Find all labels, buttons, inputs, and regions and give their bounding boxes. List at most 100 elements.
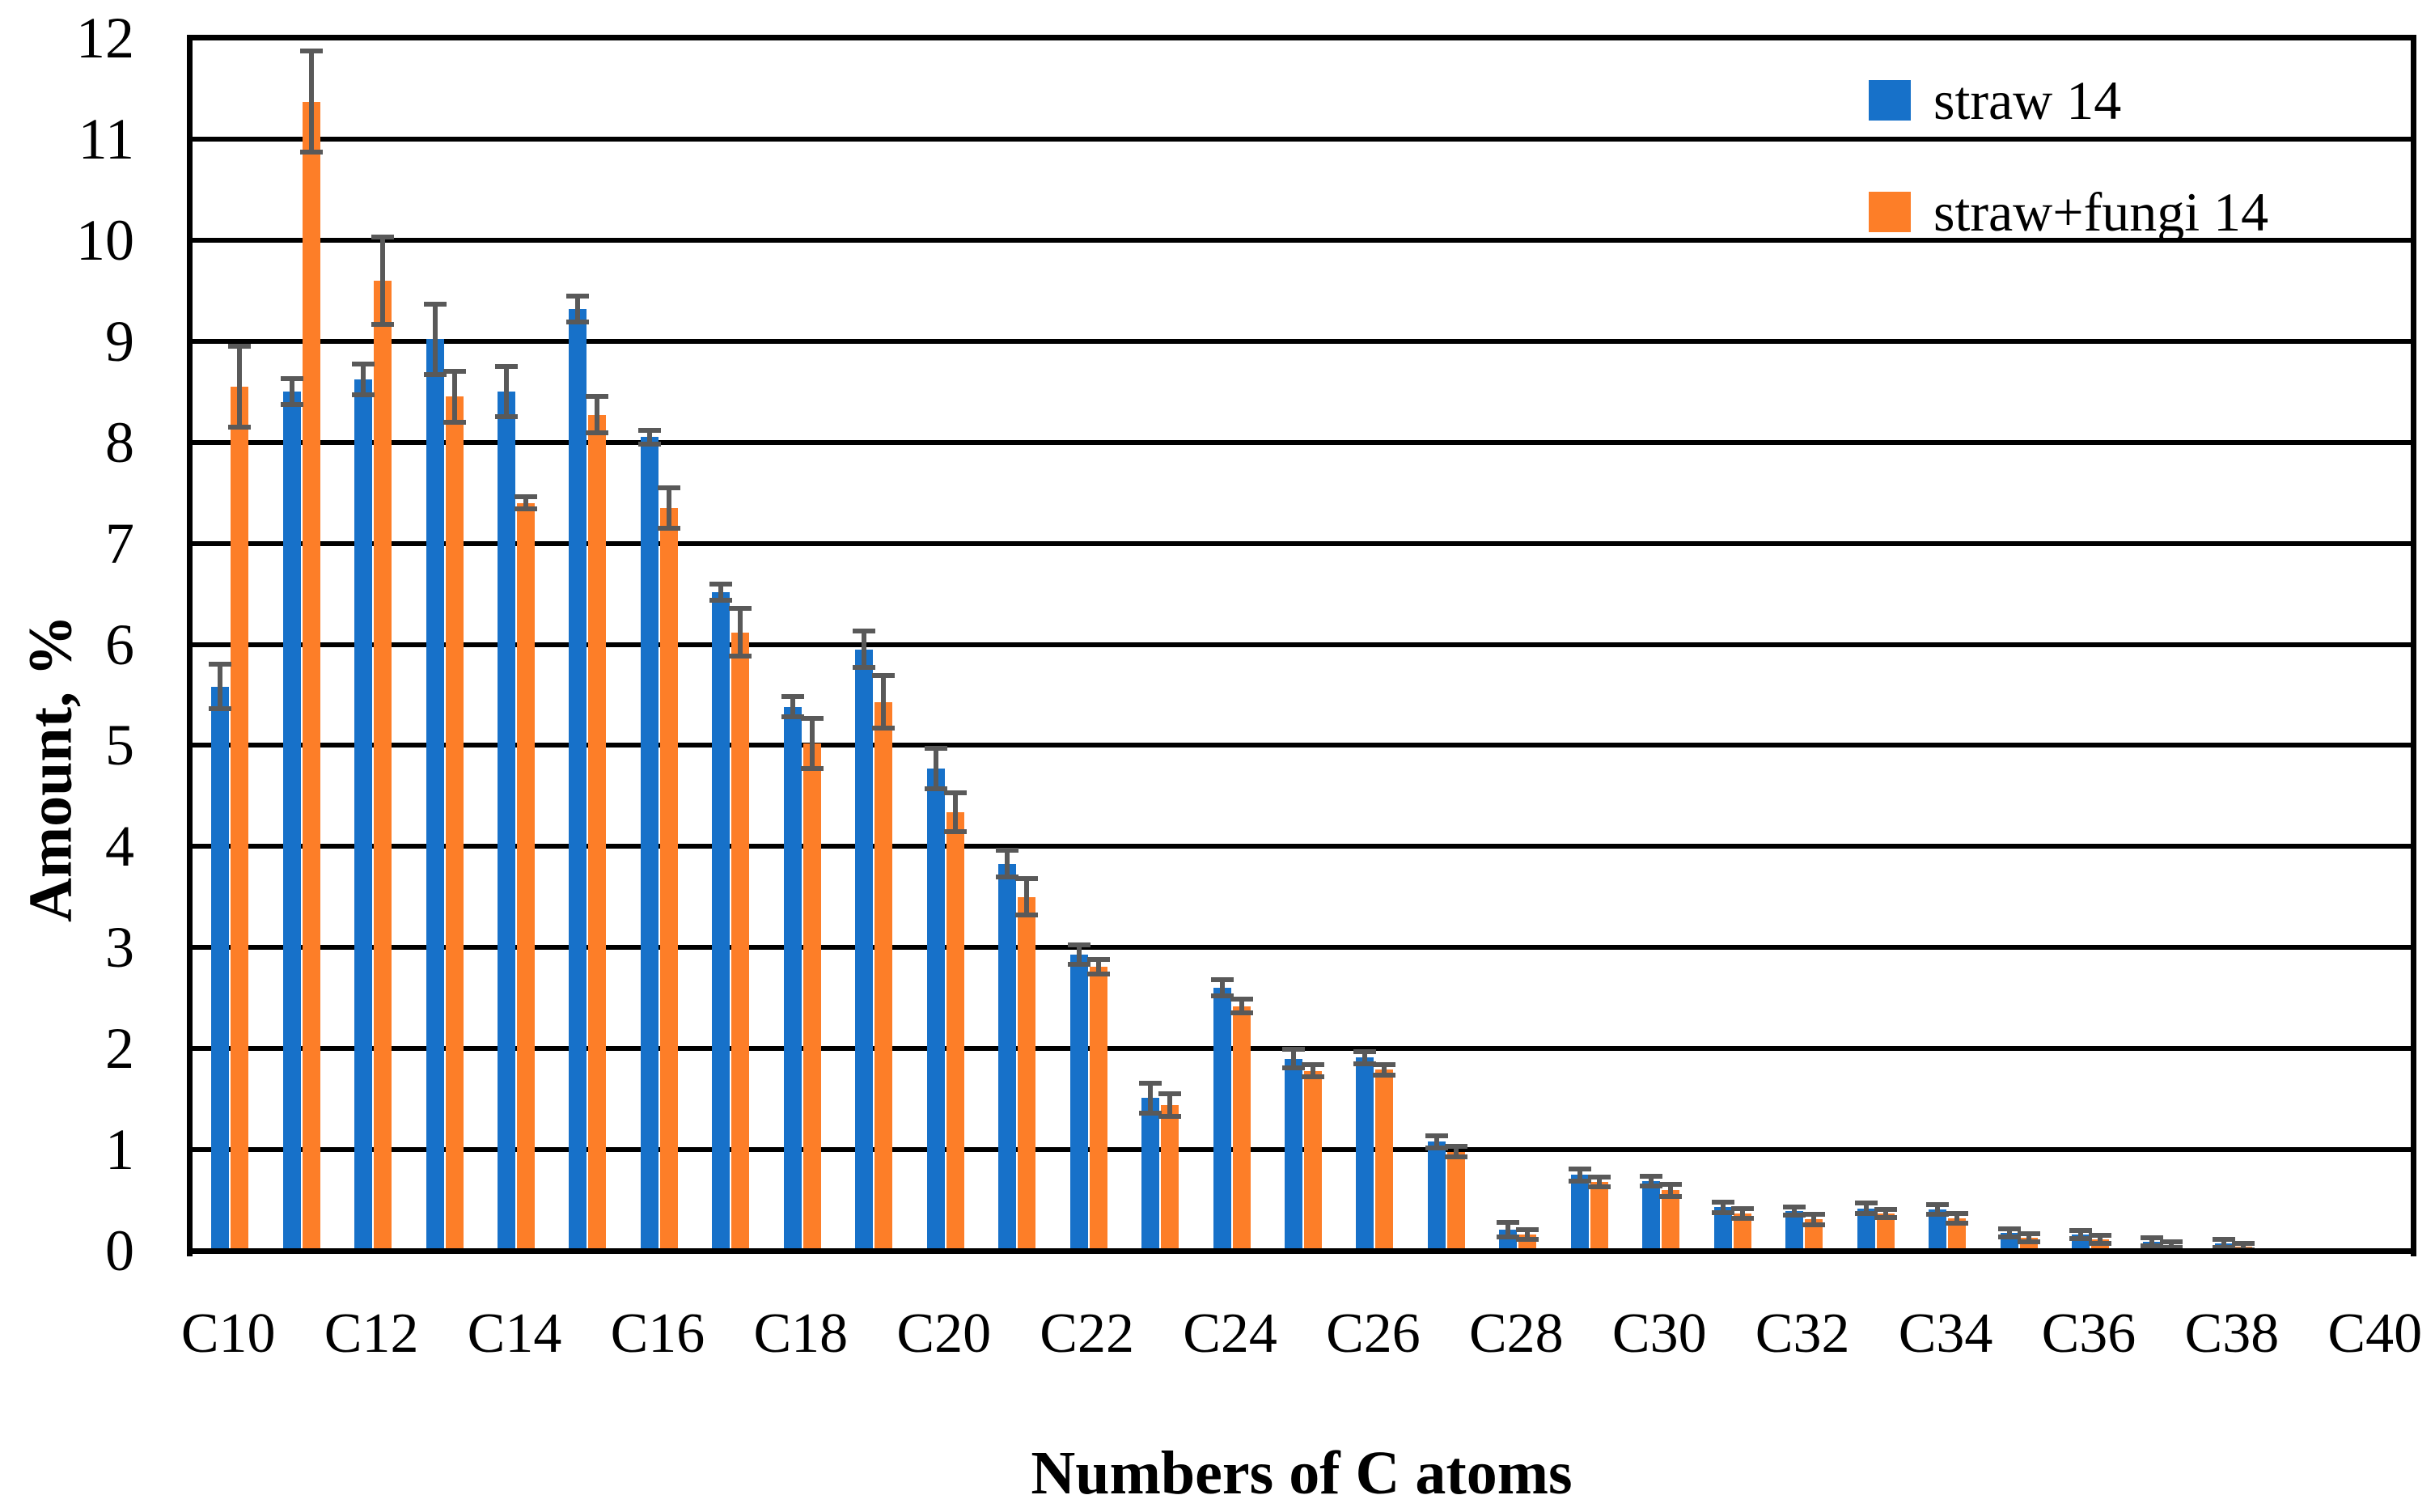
- error-bar-straw-fungi-14-C37: [2169, 1241, 2175, 1248]
- error-cap-top-straw-fungi-14-C20: [943, 790, 967, 796]
- error-cap-bottom-straw-14-C29: [1568, 1178, 1591, 1184]
- error-cap-top-straw-14-C13: [423, 301, 447, 307]
- error-bar-straw-14-C18: [790, 697, 795, 718]
- y-tick-label-12: 12: [76, 6, 134, 70]
- error-cap-top-straw-14-C30: [1640, 1173, 1663, 1179]
- error-bar-straw-14-C24: [1219, 980, 1225, 997]
- bar-straw-14-C23: [1141, 1098, 1160, 1251]
- bar-straw-fungi-14-C16: [659, 507, 678, 1251]
- error-cap-bottom-straw-14-C11: [280, 402, 303, 408]
- error-bar-straw-fungi-14-C28: [1525, 1229, 1531, 1240]
- error-cap-top-straw-14-C21: [996, 848, 1019, 853]
- y-tick-label-3: 3: [105, 915, 134, 980]
- error-bar-straw-fungi-14-C21: [1024, 879, 1030, 916]
- error-cap-bottom-straw-fungi-14-C24: [1230, 1010, 1253, 1016]
- error-cap-top-straw-fungi-14-C18: [800, 715, 824, 721]
- error-bar-straw-fungi-14-C17: [738, 608, 743, 657]
- gridline-3: [193, 945, 2411, 951]
- error-cap-top-straw-14-C35: [1997, 1226, 2021, 1231]
- gridline-5: [193, 743, 2411, 748]
- error-bar-straw-14-C26: [1362, 1051, 1368, 1064]
- error-cap-bottom-straw-14-C13: [423, 371, 447, 377]
- error-cap-top-straw-14-C29: [1568, 1166, 1591, 1171]
- bar-straw-fungi-14-C29: [1590, 1182, 1608, 1251]
- bar-straw-14-C14: [498, 392, 516, 1251]
- error-cap-bottom-straw-14-C28: [1497, 1234, 1520, 1239]
- error-cap-bottom-straw-14-C22: [1067, 962, 1090, 968]
- error-bar-straw-14-C11: [289, 378, 294, 405]
- error-bar-straw-14-C15: [575, 295, 581, 322]
- bar-straw-fungi-14-C23: [1161, 1105, 1179, 1251]
- error-bar-straw-14-C33: [1863, 1203, 1869, 1213]
- error-cap-bottom-straw-fungi-14-C34: [1946, 1221, 1969, 1226]
- error-cap-top-straw-fungi-14-C15: [586, 394, 609, 400]
- error-cap-top-straw-fungi-14-C12: [371, 235, 395, 240]
- error-cap-bottom-straw-fungi-14-C29: [1587, 1184, 1611, 1190]
- error-cap-bottom-straw-14-C31: [1711, 1209, 1734, 1215]
- error-bar-straw-fungi-14-C18: [809, 718, 815, 769]
- error-cap-top-straw-14-C24: [1210, 977, 1234, 983]
- error-cap-bottom-straw-fungi-14-C35: [2017, 1239, 2040, 1244]
- bar-straw-14-C33: [1857, 1208, 1875, 1251]
- bar-straw-fungi-14-C22: [1089, 966, 1107, 1251]
- error-cap-bottom-straw-fungi-14-C16: [657, 525, 680, 531]
- error-bar-straw-fungi-14-C27: [1453, 1146, 1459, 1157]
- error-cap-bottom-straw-14-C26: [1353, 1061, 1377, 1066]
- bar-straw-14-C26: [1356, 1057, 1374, 1251]
- error-bar-straw-fungi-14-C16: [666, 487, 671, 528]
- legend-swatch-straw-fungi-14: [1869, 192, 1911, 232]
- error-cap-bottom-straw-14-C15: [566, 320, 590, 325]
- error-bar-straw-14-C22: [1076, 944, 1082, 965]
- bar-straw-14-C19: [855, 649, 874, 1251]
- plot-right-border: [2411, 35, 2416, 1256]
- bar-straw-fungi-14-C13: [445, 396, 464, 1251]
- error-bar-straw-14-C14: [504, 366, 510, 417]
- bar-straw-fungi-14-C27: [1446, 1151, 1465, 1251]
- error-cap-bottom-straw-14-C21: [996, 874, 1019, 879]
- error-cap-bottom-straw-fungi-14-C17: [729, 654, 752, 659]
- x-tick-label-C16: C16: [610, 1302, 705, 1365]
- error-cap-top-straw-fungi-14-C28: [1516, 1226, 1539, 1232]
- error-bar-straw-fungi-14-C35: [2026, 1233, 2031, 1242]
- bar-straw-fungi-14-C18: [802, 743, 821, 1251]
- bar-straw-fungi-14-C34: [1948, 1218, 1967, 1251]
- error-bar-straw-fungi-14-C32: [1811, 1214, 1817, 1225]
- x-tick-label-C26: C26: [1326, 1302, 1421, 1365]
- error-bar-straw-fungi-14-C31: [1739, 1208, 1745, 1219]
- x-tick-label-C14: C14: [467, 1302, 562, 1365]
- error-cap-top-straw-fungi-14-C21: [1015, 876, 1039, 882]
- error-cap-top-straw-14-C11: [280, 375, 303, 381]
- error-bar-straw-fungi-14-C24: [1239, 998, 1244, 1014]
- bar-straw-14-C18: [783, 706, 802, 1251]
- error-cap-bottom-straw-14-C34: [1926, 1212, 1950, 1218]
- error-cap-top-straw-fungi-14-C16: [657, 485, 680, 490]
- error-cap-bottom-straw-fungi-14-C32: [1802, 1222, 1826, 1227]
- y-tick-label-7: 7: [105, 510, 134, 576]
- error-bar-straw-fungi-14-C20: [952, 793, 958, 832]
- error-cap-top-straw-fungi-14-C34: [1946, 1210, 1969, 1216]
- y-tick-label-11: 11: [78, 106, 134, 172]
- y-tick-label-0: 0: [105, 1218, 134, 1283]
- error-bar-straw-fungi-14-C13: [451, 371, 457, 422]
- error-cap-bottom-straw-fungi-14-C15: [586, 430, 609, 436]
- error-cap-bottom-straw-fungi-14-C31: [1730, 1216, 1754, 1222]
- error-bar-straw-14-C30: [1649, 1175, 1654, 1187]
- error-bar-straw-fungi-14-C10: [237, 345, 243, 427]
- error-bar-straw-14-C25: [1291, 1049, 1296, 1068]
- gridline-10: [193, 237, 2411, 243]
- error-cap-bottom-straw-fungi-14-C11: [299, 150, 323, 155]
- bar-straw-14-C30: [1642, 1180, 1661, 1251]
- plot-top-border: [187, 35, 2416, 40]
- gridline-7: [193, 540, 2411, 546]
- error-cap-top-straw-fungi-14-C22: [1086, 957, 1110, 963]
- error-cap-top-straw-14-C10: [209, 662, 232, 667]
- bar-straw-fungi-14-C12: [374, 280, 392, 1251]
- error-cap-bottom-straw-fungi-14-C22: [1086, 971, 1110, 976]
- gridline-11: [193, 136, 2411, 142]
- bar-straw-14-C13: [426, 339, 444, 1251]
- y-tick-label-8: 8: [105, 409, 134, 475]
- error-cap-bottom-straw-14-C27: [1425, 1145, 1448, 1150]
- x-tick-label-C28: C28: [1468, 1302, 1564, 1365]
- error-cap-top-straw-fungi-14-C33: [1874, 1206, 1897, 1212]
- bar-straw-fungi-14-C10: [231, 386, 249, 1251]
